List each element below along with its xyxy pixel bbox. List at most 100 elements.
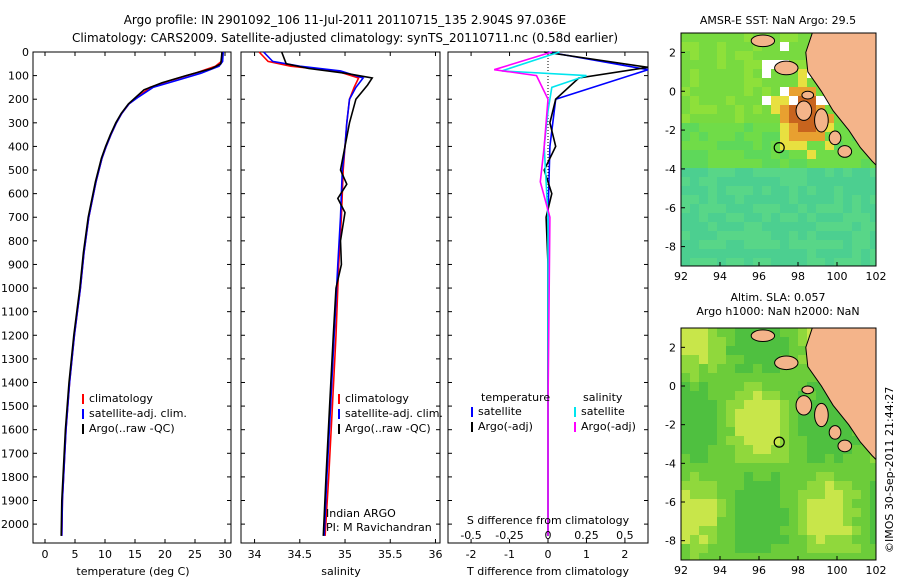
map-cell xyxy=(699,105,708,114)
map-cell xyxy=(780,400,789,409)
map-cell xyxy=(807,427,816,436)
map-cell xyxy=(753,141,762,150)
map-cell xyxy=(717,222,726,231)
map-cell xyxy=(789,87,798,96)
map-cell xyxy=(717,69,726,78)
map-cell xyxy=(771,454,780,463)
map-cell xyxy=(744,472,753,481)
map-cell xyxy=(690,346,699,355)
map-cell xyxy=(681,168,690,177)
map-cell xyxy=(771,445,780,454)
x-tick-label: 94 xyxy=(713,564,727,577)
map-cell xyxy=(843,258,852,266)
map-cell xyxy=(753,463,762,472)
map-cell xyxy=(681,436,690,445)
map-cell xyxy=(690,544,699,553)
map-cell xyxy=(798,436,807,445)
map-cell xyxy=(726,222,735,231)
map-cell xyxy=(735,69,744,78)
map-cell xyxy=(789,337,798,346)
map-cell xyxy=(798,123,807,132)
map-cell xyxy=(834,114,843,123)
map-cell xyxy=(771,114,780,123)
map-cell xyxy=(699,168,708,177)
map-cell xyxy=(789,499,798,508)
map-cell xyxy=(690,42,699,51)
map-cell xyxy=(789,51,798,60)
y-tick-label: 400 xyxy=(8,140,29,153)
map-cell xyxy=(690,240,699,249)
map-cell xyxy=(753,382,762,391)
map-cell xyxy=(726,78,735,87)
map-cell xyxy=(807,240,816,249)
map-cell xyxy=(690,249,699,258)
map-cell xyxy=(861,526,870,535)
map-cell xyxy=(798,373,807,382)
map-cell xyxy=(825,553,834,560)
map-cell xyxy=(762,481,771,490)
map-cell xyxy=(726,337,735,346)
map-cell xyxy=(699,382,708,391)
map-cell xyxy=(825,159,834,168)
map-cell xyxy=(735,60,744,69)
map-cell xyxy=(870,249,876,258)
map-cell xyxy=(717,51,726,60)
map-cell xyxy=(735,51,744,60)
map-cell xyxy=(708,33,717,42)
map-cell xyxy=(798,355,807,364)
map-cell xyxy=(690,454,699,463)
map-cell xyxy=(780,51,789,60)
map-cell xyxy=(771,195,780,204)
map-cell xyxy=(852,454,861,463)
map-cell xyxy=(789,132,798,141)
map-cell xyxy=(699,213,708,222)
map-cell xyxy=(717,186,726,195)
map-cell xyxy=(681,240,690,249)
map-cell xyxy=(717,427,726,436)
map-cell xyxy=(807,472,816,481)
y-tick-label: -6 xyxy=(665,202,676,215)
x-tick-label: 98 xyxy=(791,564,805,577)
map-cell xyxy=(861,499,870,508)
map-cell xyxy=(816,213,825,222)
map-cell xyxy=(798,42,807,51)
map-cell xyxy=(834,490,843,499)
map-cell xyxy=(735,249,744,258)
y-tick-label: 2 xyxy=(669,46,676,59)
map-cell xyxy=(735,132,744,141)
map-cell xyxy=(726,391,735,400)
argo-location-marker xyxy=(773,436,785,448)
map-cell xyxy=(708,481,717,490)
map-cell xyxy=(717,328,726,337)
map-cell xyxy=(834,258,843,266)
map-cell xyxy=(690,517,699,526)
map-cell xyxy=(789,258,798,266)
map-cell xyxy=(825,463,834,472)
map-cell xyxy=(735,231,744,240)
map-cell xyxy=(762,553,771,560)
map-cell xyxy=(771,69,780,78)
map-cell xyxy=(789,177,798,186)
map-cell xyxy=(807,526,816,535)
map-cell xyxy=(780,472,789,481)
y-tick-label: 1600 xyxy=(1,424,29,437)
x-tick-label: 30 xyxy=(218,548,232,561)
map-cell xyxy=(699,78,708,87)
map-cell xyxy=(735,213,744,222)
map-cell xyxy=(690,168,699,177)
map-cell xyxy=(852,436,861,445)
map-cell xyxy=(699,258,708,266)
map-cell xyxy=(780,508,789,517)
plot-frame xyxy=(32,51,232,544)
map-cell xyxy=(717,159,726,168)
map-cell xyxy=(753,526,762,535)
map-cell xyxy=(699,490,708,499)
map-cell xyxy=(717,87,726,96)
map-cell xyxy=(681,499,690,508)
map-cell xyxy=(735,204,744,213)
map-cell xyxy=(726,481,735,490)
map-cell xyxy=(699,391,708,400)
map-cell xyxy=(807,186,816,195)
map-cell xyxy=(753,337,762,346)
map-cell xyxy=(807,177,816,186)
